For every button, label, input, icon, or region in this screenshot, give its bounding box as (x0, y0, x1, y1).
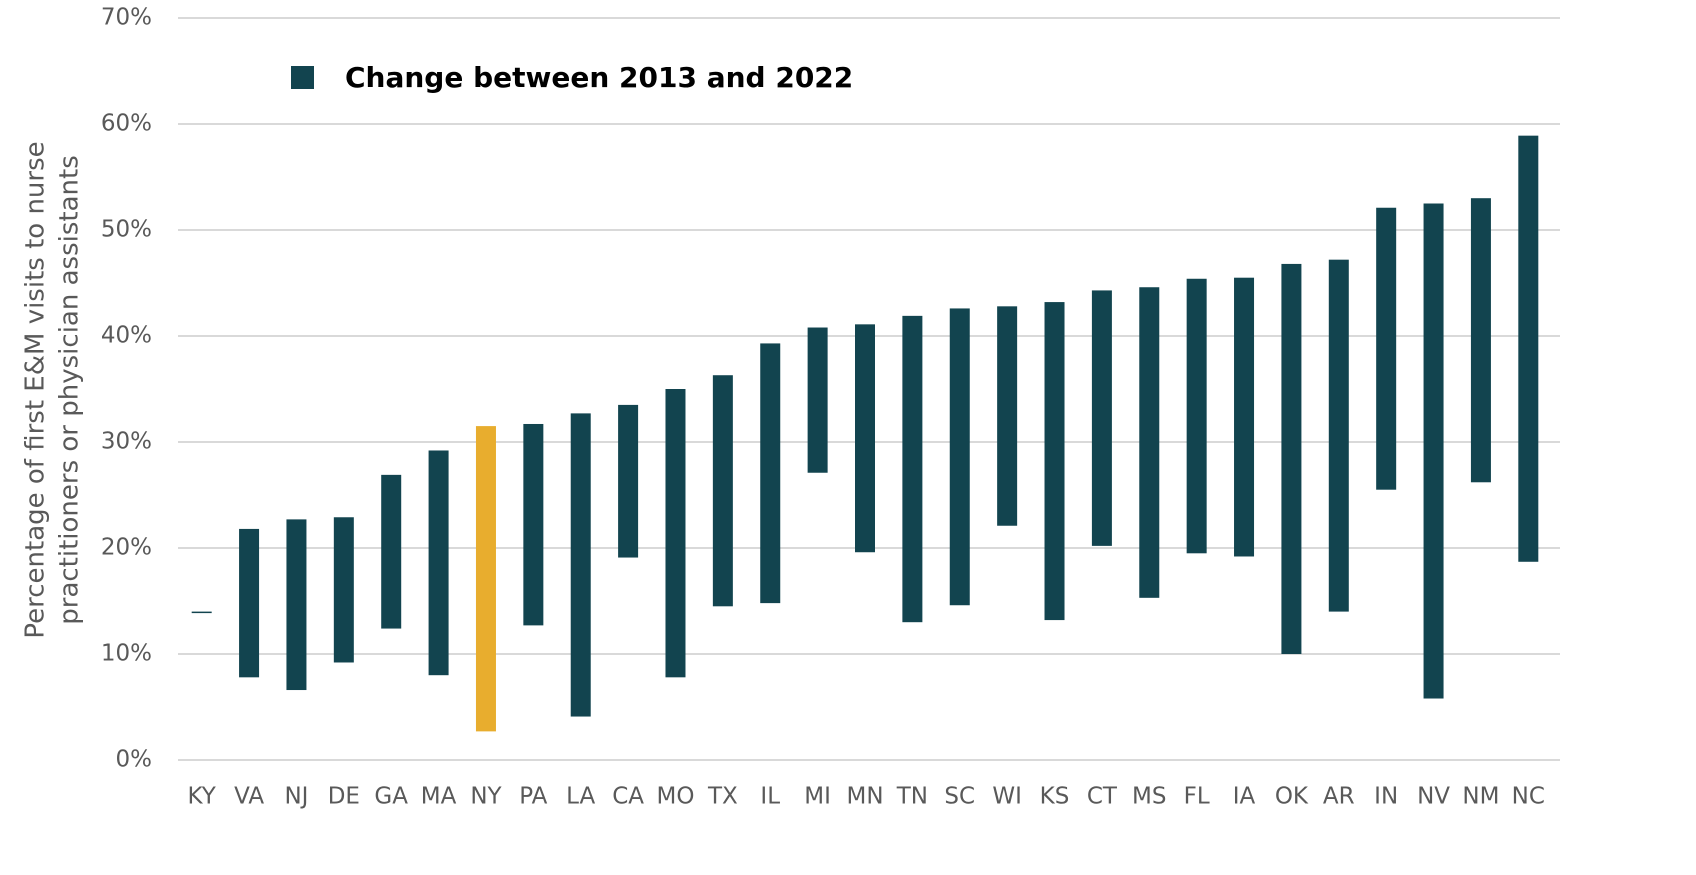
x-tick-label: MO (657, 784, 695, 810)
x-tick-label: NV (1417, 784, 1450, 810)
x-tick-label: AR (1323, 784, 1355, 810)
x-tick-label: IA (1233, 784, 1256, 810)
x-tick-label: IN (1374, 784, 1398, 810)
bar (1518, 135, 1539, 562)
bar (1044, 302, 1065, 621)
y-axis-label: practitioners or physician assistants (55, 155, 85, 624)
y-tick-label: 60% (101, 111, 152, 137)
x-tick-label: MN (846, 784, 883, 810)
y-tick-label: 30% (101, 429, 152, 455)
bar (475, 426, 496, 732)
bar (191, 611, 212, 614)
x-tick-label: NJ (284, 784, 308, 810)
x-tick-label: KY (188, 784, 217, 810)
x-tick-label: TN (896, 784, 928, 810)
bar (1234, 277, 1255, 557)
bar (286, 519, 307, 691)
x-tick-label: DE (328, 784, 360, 810)
y-tick-label: 70% (101, 5, 152, 31)
x-tick-label: SC (944, 784, 975, 810)
x-tick-label: NY (470, 784, 502, 810)
x-tick-label: CA (612, 784, 644, 810)
y-axis-label: Percentage of first E&M visits to nurse (21, 141, 51, 638)
bar (902, 315, 923, 623)
y-tick-label: 20% (101, 535, 152, 561)
y-tick-label: 10% (101, 641, 152, 667)
x-tick-label: MI (804, 784, 831, 810)
bar (333, 517, 354, 663)
x-tick-label: NM (1462, 784, 1499, 810)
x-tick-label: NC (1512, 784, 1545, 810)
bar (1281, 263, 1302, 654)
bar (949, 308, 970, 606)
bar (1376, 207, 1397, 490)
bar (760, 343, 781, 604)
bar (1186, 278, 1207, 554)
bar (570, 413, 591, 717)
bar (523, 423, 544, 626)
x-tick-label: KS (1040, 784, 1070, 810)
bar (618, 404, 639, 558)
x-tick-label: TX (707, 784, 738, 810)
x-tick-label: IL (760, 784, 780, 810)
x-tick-label: OK (1275, 784, 1309, 810)
bar (665, 389, 686, 678)
x-tick-label: FL (1184, 784, 1210, 810)
y-tick-label: 50% (101, 217, 152, 243)
bar (712, 375, 733, 607)
legend-label: Change between 2013 and 2022 (345, 61, 853, 94)
bar (855, 324, 875, 553)
bar (1139, 287, 1160, 598)
x-tick-label: GA (374, 784, 408, 810)
x-tick-label: MA (421, 784, 457, 810)
x-tick-label: MS (1132, 784, 1166, 810)
bar (381, 474, 402, 629)
bar (1091, 290, 1112, 546)
x-tick-label: WI (992, 784, 1022, 810)
x-tick-label: PA (519, 784, 547, 810)
x-tick-label: LA (566, 784, 595, 810)
bar (997, 306, 1018, 526)
bar (807, 327, 828, 473)
bar (1470, 198, 1491, 483)
y-tick-label: 40% (101, 323, 152, 349)
bar (1423, 203, 1444, 699)
legend-swatch (291, 66, 314, 89)
x-tick-label: VA (234, 784, 264, 810)
y-tick-label: 0% (116, 747, 153, 773)
bar (1328, 259, 1349, 612)
x-tick-label: CT (1087, 784, 1118, 810)
bar (428, 450, 449, 676)
bar (239, 528, 260, 678)
